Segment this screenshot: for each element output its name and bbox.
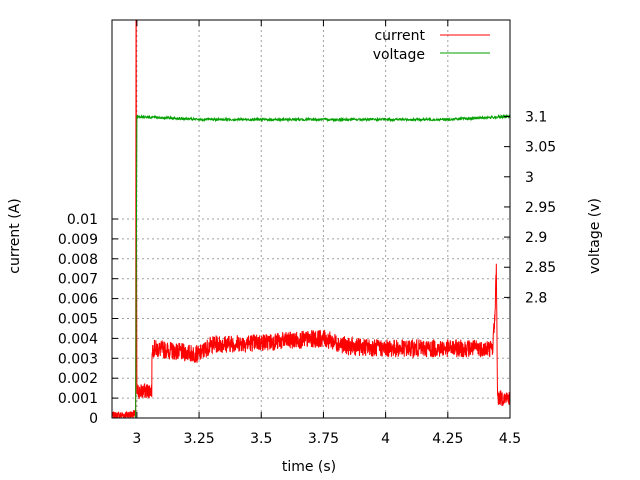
y2-tick-label: 3 <box>525 170 534 186</box>
y2-tick-label: 2.95 <box>525 200 556 216</box>
y2-tick-label: 2.9 <box>525 230 547 246</box>
y2-tick-label: 3.05 <box>525 140 556 156</box>
current-series-line <box>112 20 510 418</box>
y2-axis-label: voltage (v) <box>587 198 603 274</box>
x-tick-label: 3.25 <box>183 431 214 447</box>
x-tick-label: 3 <box>132 431 141 447</box>
legend-label-current: current <box>374 28 425 44</box>
y-axis-label: current (A) <box>7 198 23 273</box>
y-tick-label: 0 <box>89 411 98 427</box>
y-tick-label: 0.004 <box>58 331 98 347</box>
x-tick-label: 3.75 <box>308 431 339 447</box>
grid <box>112 20 511 419</box>
x-tick-label: 4.25 <box>432 431 463 447</box>
y-tick-label: 0.001 <box>58 391 98 407</box>
y-tick-label: 0.007 <box>58 272 98 288</box>
y2-tick-label: 2.85 <box>525 260 556 276</box>
y-tick-label: 0.002 <box>58 371 98 387</box>
y-tick-label: 0.006 <box>58 292 98 308</box>
y-tick-label: 0.01 <box>67 212 98 228</box>
y-tick-label: 0.008 <box>58 252 98 268</box>
x-tick-label: 4.5 <box>499 431 521 447</box>
y-tick-label: 0.003 <box>58 351 98 367</box>
plot-border <box>111 19 511 419</box>
y-tick-label: 0.009 <box>58 232 98 248</box>
x-tick-label: 4 <box>381 431 390 447</box>
legend: current voltage <box>373 28 490 63</box>
voltage-series-line <box>135 113 510 418</box>
y2-tick-label: 2.8 <box>525 290 547 306</box>
legend-label-voltage: voltage <box>373 47 425 63</box>
x-tick-label: 3.5 <box>250 431 272 447</box>
x-axis-label: time (s) <box>282 459 336 475</box>
plot-lines <box>112 20 510 418</box>
ticks: 3 3.25 3.5 3.75 4 4.25 4.5 0 0.001 0.002 0.003 0.00… <box>58 20 556 447</box>
y2-tick-label: 3.1 <box>525 109 547 125</box>
y-tick-label: 0.005 <box>58 312 98 328</box>
